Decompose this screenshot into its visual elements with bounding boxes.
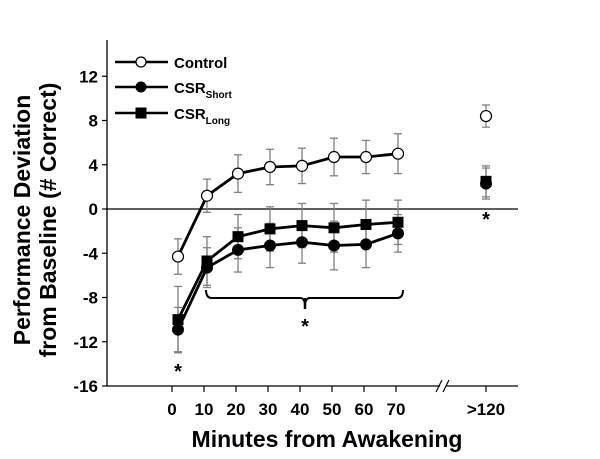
y-tick-label: 12 [79, 67, 98, 86]
axis-break-mark [435, 379, 443, 393]
x-axis-title: Minutes from Awakening [192, 426, 463, 452]
data-point [328, 222, 340, 234]
annotations: * * * [174, 209, 490, 383]
legend-label-csr-long-sub: Long [206, 116, 230, 127]
x-tick-label: 70 [387, 400, 406, 419]
axis-break-mark [442, 379, 450, 393]
data-point [264, 223, 276, 235]
data-point [296, 220, 308, 232]
data-point [479, 109, 493, 123]
y-tick-label: -12 [73, 333, 98, 352]
legend-label-control: Control [174, 55, 227, 72]
error-bars [174, 104, 490, 275]
data-point [327, 150, 341, 164]
x-tick-label: 40 [291, 400, 310, 419]
data-point [172, 314, 184, 326]
data-point [201, 255, 213, 267]
x-tick-label: 20 [227, 400, 246, 419]
x-tick-label: 10 [195, 400, 214, 419]
series-control [174, 104, 490, 275]
legend-item-csr-short: CSRShort [115, 80, 232, 101]
legend-marker-filled-square-icon [135, 107, 147, 119]
y-axis-title-line-1: Performance Deviation [9, 95, 35, 346]
y-tick-label: -4 [83, 244, 99, 263]
markers-csr-long [172, 175, 492, 326]
series-layer [171, 104, 493, 354]
y-tick-label: -8 [83, 289, 98, 308]
legend-marker-filled-circle-icon [135, 81, 147, 93]
legend-item-control: Control [115, 55, 227, 72]
data-point [232, 243, 244, 256]
data-point [392, 227, 404, 240]
x-tick-label: 0 [167, 400, 176, 419]
x-tick-label: >120 [467, 400, 505, 419]
legend-label-csr-short-sub: Short [206, 90, 233, 101]
y-tick-label: 4 [89, 156, 99, 175]
axes [106, 40, 518, 393]
data-point [359, 150, 373, 164]
legend-item-csr-long: CSRLong [115, 106, 230, 127]
legend-label-csr-short-main: CSR [174, 80, 206, 97]
significance-asterisk: * [174, 361, 182, 383]
data-point [328, 239, 340, 252]
y-axis-title-line-2: from Baseline (# Correct) [35, 83, 61, 358]
significance-asterisk: * [301, 316, 309, 338]
y-axis-title: Performance Deviation from Baseline (# C… [9, 83, 61, 358]
data-point [200, 189, 214, 202]
x-tick-label: 60 [355, 400, 374, 419]
legend-marker-open-circle-icon [135, 56, 147, 68]
y-ticks: 12 8 4 0 -4 -8 -12 -16 [73, 67, 107, 396]
data-point [480, 175, 492, 187]
x-ticks: 0 10 20 30 40 50 60 70 >120 [167, 386, 505, 419]
data-point [360, 218, 372, 230]
data-point [231, 167, 245, 180]
legend-label-csr-long: CSRLong [174, 106, 230, 127]
data-point [172, 323, 184, 336]
data-point [391, 147, 405, 160]
data-point [232, 231, 244, 243]
y-tick-label: 8 [89, 112, 98, 131]
data-point [392, 216, 404, 228]
markers-control [171, 109, 493, 263]
data-point [295, 159, 309, 172]
x-tick-label: 30 [259, 400, 278, 419]
data-point [296, 236, 308, 249]
data-point [171, 250, 185, 263]
legend-label-csr-long-main: CSR [174, 106, 206, 123]
significance-asterisk: * [482, 209, 490, 231]
y-tick-label: 0 [89, 200, 98, 219]
data-point [263, 160, 277, 174]
y-tick-label: -16 [73, 377, 98, 396]
legend-label-csr-short: CSRShort [174, 80, 232, 101]
markers-csr-short [172, 177, 492, 336]
x-tick-label: 50 [323, 400, 342, 419]
data-point [360, 238, 372, 251]
data-point [264, 239, 276, 252]
legend: Control CSRShort CSRLong [115, 55, 232, 127]
